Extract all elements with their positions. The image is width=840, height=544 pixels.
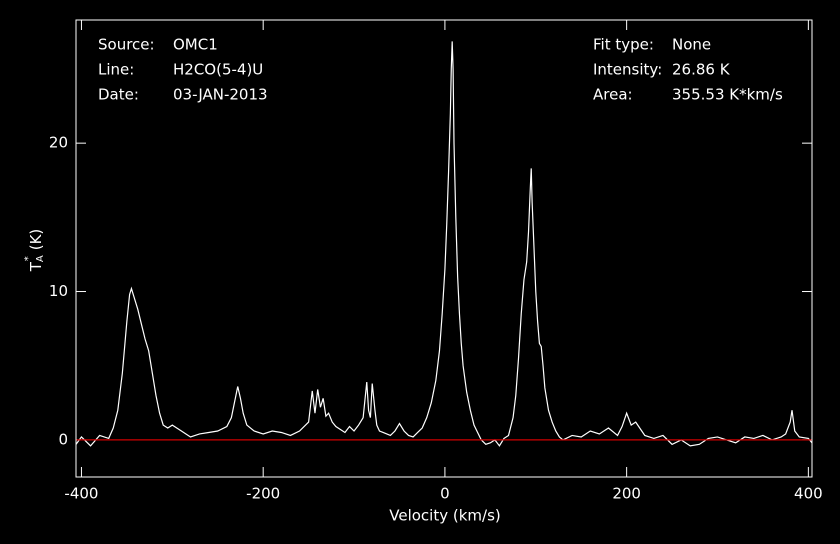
y-tick-label: 0 [58, 430, 68, 448]
x-tick-label: 200 [612, 485, 641, 503]
annotation-value: H2CO(5-4)U [173, 61, 263, 79]
y-label-sup: * [23, 256, 34, 261]
annotation-label: Area: [593, 86, 633, 104]
annotation-value: OMC1 [173, 36, 218, 54]
plot-frame [75, 19, 813, 478]
annotation-label: Line: [98, 61, 134, 79]
x-tick-label: 400 [794, 485, 823, 503]
annotation-value: None [672, 36, 711, 54]
annotation-label: Date: [98, 86, 139, 104]
y-label-main: T [27, 261, 45, 272]
annotation-label: Fit type: [593, 36, 654, 54]
x-tick-label: -400 [64, 485, 98, 503]
x-tick-label: -200 [246, 485, 280, 503]
y-tick-label: 20 [49, 134, 68, 152]
x-axis-label: Velocity (km/s) [389, 507, 500, 525]
y-tick-label: 10 [49, 282, 68, 300]
annotation-label: Source: [98, 36, 155, 54]
spectrum-line [75, 41, 813, 447]
y-axis-label: TA* (K) [23, 229, 46, 273]
y-label-sub: A [35, 255, 46, 262]
x-tick-label: 0 [440, 485, 450, 503]
annotation-label: Intensity: [593, 61, 662, 79]
annotation-value: 26.86 K [672, 61, 731, 79]
annotation-value: 355.53 K*km/s [672, 86, 783, 104]
annotation-value: 03-JAN-2013 [173, 86, 268, 104]
y-label-unit: (K) [27, 229, 45, 251]
